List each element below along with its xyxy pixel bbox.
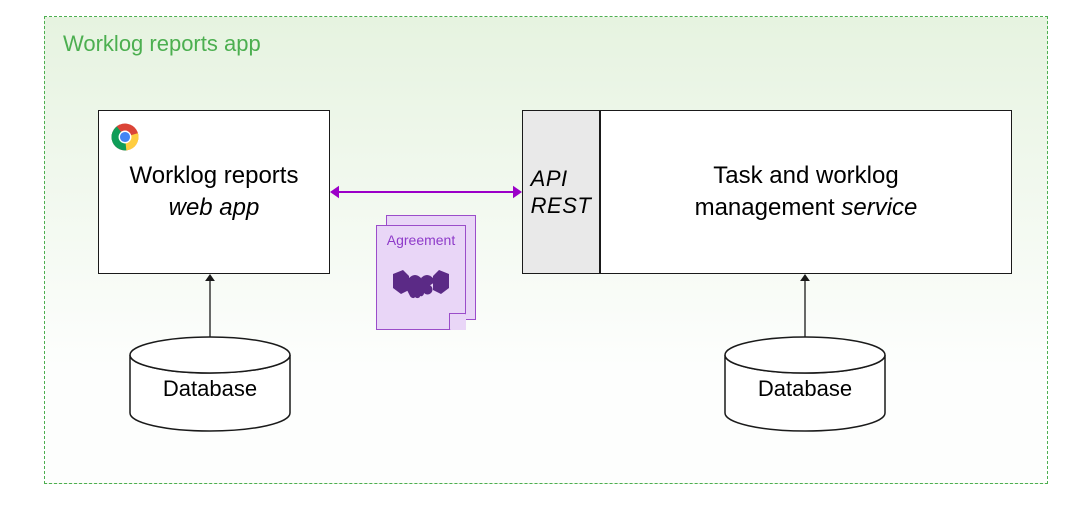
database-left-label: Database (130, 376, 290, 402)
node-service: Task and worklog management service (600, 110, 1012, 274)
node-service-line2b: service (841, 194, 917, 221)
node-service-line2a: management (695, 194, 842, 221)
handshake-icon (377, 260, 465, 313)
node-api-line1: API (531, 166, 568, 191)
node-web-app-line2: web app (169, 194, 260, 221)
agreement-label: Agreement (377, 232, 465, 248)
container-title: Worklog reports app (63, 31, 261, 57)
node-service-label: Task and worklog management service (695, 160, 918, 225)
agreement-paper-front: Agreement (376, 225, 466, 330)
diagram-canvas: Worklog reports app Worklog reports web … (0, 0, 1090, 520)
node-api: API REST (522, 110, 600, 274)
database-right-label: Database (725, 376, 885, 402)
node-web-app-label: Worklog reports web app (130, 160, 299, 225)
node-service-line1: Task and worklog (713, 162, 898, 189)
agreement-doc: Agreement (376, 215, 476, 330)
node-web-app-line1: Worklog reports (130, 162, 299, 189)
node-api-line2: REST (531, 193, 592, 218)
node-web-app: Worklog reports web app (98, 110, 330, 274)
node-api-label: API REST (531, 165, 592, 220)
chrome-icon (111, 123, 139, 151)
